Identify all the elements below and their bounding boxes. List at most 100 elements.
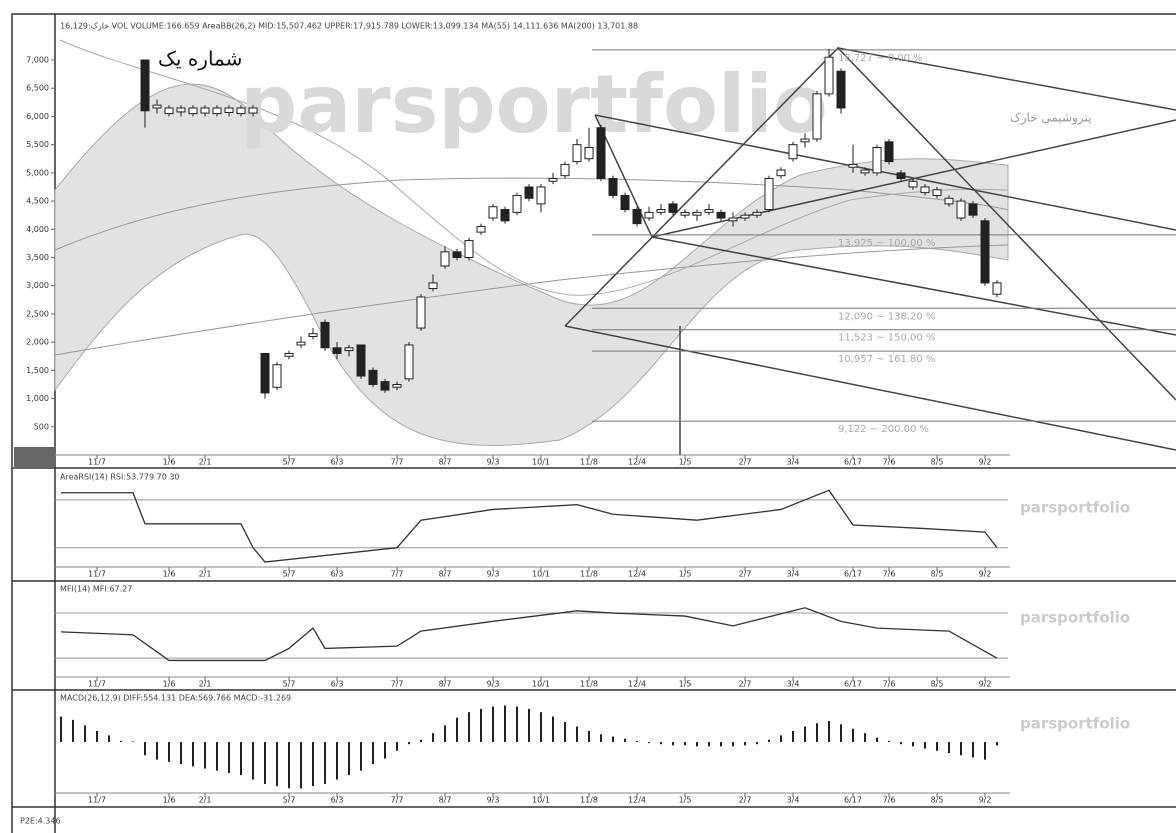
fib-label: 12,090 ~ 138.20 % — [838, 311, 935, 322]
candle-body — [548, 178, 558, 182]
x-tick-label: 2/1 — [199, 680, 212, 689]
x-tick-label: 8/5 — [931, 796, 944, 805]
candle-body — [932, 189, 942, 196]
candle-body — [596, 127, 606, 180]
x-tick-label: 2/7 — [739, 796, 752, 805]
x-tick-label: 6/3 — [331, 458, 344, 467]
candle-body — [416, 296, 426, 329]
candle-body — [152, 104, 162, 109]
candle-body — [620, 194, 630, 211]
x-tick-label: 5/7 — [283, 570, 296, 579]
candle-body — [260, 352, 270, 394]
macd-title: MACD(26,12,9) DIFF:554.131 DEA:569.766 M… — [60, 694, 291, 703]
x-tick-label: 10/1 — [532, 458, 550, 467]
indicator-line — [60, 607, 998, 662]
candle-body — [884, 141, 894, 163]
candle-body — [992, 282, 1002, 295]
x-tick-label: 11/8 — [580, 680, 598, 689]
x-tick-label: 8/5 — [931, 570, 944, 579]
candle-body — [296, 341, 306, 346]
x-tick-label: 11/7 — [88, 570, 106, 579]
x-tick-label: 11/7 — [88, 796, 106, 805]
x-tick-label: 6/3 — [331, 796, 344, 805]
y-tick-label: 5,500 — [26, 140, 49, 149]
candle-body — [332, 347, 342, 354]
candle-body — [380, 381, 390, 391]
y-tick-label: 4,000 — [26, 225, 49, 234]
candle-body — [272, 364, 282, 388]
candle-body — [212, 107, 222, 115]
fib-label: 10,957 ~ 161.80 % — [838, 354, 935, 365]
candle-body — [392, 383, 402, 388]
candle-body — [524, 186, 534, 199]
candle-body — [536, 186, 546, 205]
x-tick-label: 11/8 — [580, 458, 598, 467]
y-tick-label: 500 — [34, 422, 49, 431]
candle-body — [572, 144, 582, 163]
x-tick-label: 9/2 — [979, 680, 992, 689]
candle-body — [692, 211, 702, 216]
candle-body — [824, 56, 834, 95]
x-tick-label: 12/4 — [628, 570, 646, 579]
x-tick-label: 7/7 — [391, 458, 404, 467]
x-tick-label: 9/2 — [979, 458, 992, 467]
candle-body — [404, 344, 414, 380]
fib-label: 9,122 ~ 200.00 % — [838, 424, 929, 435]
candle-body — [608, 178, 618, 196]
x-tick-label: 6/3 — [331, 680, 344, 689]
fib-label: 11,523 ~ 150.00 % — [838, 333, 935, 344]
x-tick-label: 6/3 — [331, 570, 344, 579]
candle-body — [428, 282, 438, 290]
y-tick-label: 4,500 — [26, 197, 49, 206]
candle-body — [656, 209, 666, 213]
x-tick-label: 1/6 — [163, 570, 176, 579]
candle-body — [812, 93, 822, 140]
x-tick-label: 5/7 — [283, 680, 296, 689]
x-tick-label: 8/7 — [439, 680, 452, 689]
candle-body — [308, 333, 318, 338]
mid-band — [59, 39, 1009, 296]
y-tick-label: 5,000 — [26, 168, 49, 177]
y-tick-label: 6,000 — [26, 112, 49, 121]
candle-body — [344, 347, 354, 352]
x-tick-label: 3/4 — [787, 570, 800, 579]
x-tick-label: 1/6 — [163, 796, 176, 805]
x-tick-label: 7/6 — [883, 796, 896, 805]
candle-body — [956, 200, 966, 219]
x-tick-label: 9/3 — [487, 458, 500, 467]
x-tick-label: 10/1 — [532, 570, 550, 579]
candle-body — [980, 220, 990, 284]
candle-body — [872, 146, 882, 174]
x-tick-label: 9/2 — [979, 570, 992, 579]
candle-body — [164, 107, 174, 115]
candle-body — [800, 138, 810, 143]
x-tick-label: 7/7 — [391, 570, 404, 579]
candle-body — [680, 211, 690, 216]
candle-body — [716, 211, 726, 219]
y-tick-label: 1,500 — [26, 366, 49, 375]
candle-body — [236, 107, 246, 115]
y-tick-label: 3,500 — [26, 253, 49, 262]
x-tick-label: 11/7 — [88, 680, 106, 689]
x-tick-label: 12/4 — [628, 458, 646, 467]
candle-body — [632, 209, 642, 225]
axis-lines — [55, 454, 1010, 794]
x-tick-label: 7/6 — [883, 680, 896, 689]
mfi-title: MFI(14) MFI:67.27 — [60, 585, 132, 594]
x-tick-label: 1/5 — [679, 570, 692, 579]
candle-body — [740, 214, 750, 219]
candle-body — [908, 180, 918, 188]
x-tick-label: 8/7 — [439, 796, 452, 805]
x-tick-label: 10/1 — [532, 796, 550, 805]
x-tick-label: 7/6 — [883, 570, 896, 579]
y-tick-label: 2,000 — [26, 338, 49, 347]
x-tick-label: 1/5 — [679, 680, 692, 689]
x-tick-label: 9/3 — [487, 796, 500, 805]
x-tick-label: 8/5 — [931, 458, 944, 467]
candle-body — [356, 344, 366, 377]
candle-body — [284, 352, 294, 357]
x-tick-label: 1/5 — [679, 458, 692, 467]
x-tick-label: 2/1 — [199, 796, 212, 805]
caption: شماره یک — [158, 47, 242, 71]
x-tick-label: 2/1 — [199, 570, 212, 579]
